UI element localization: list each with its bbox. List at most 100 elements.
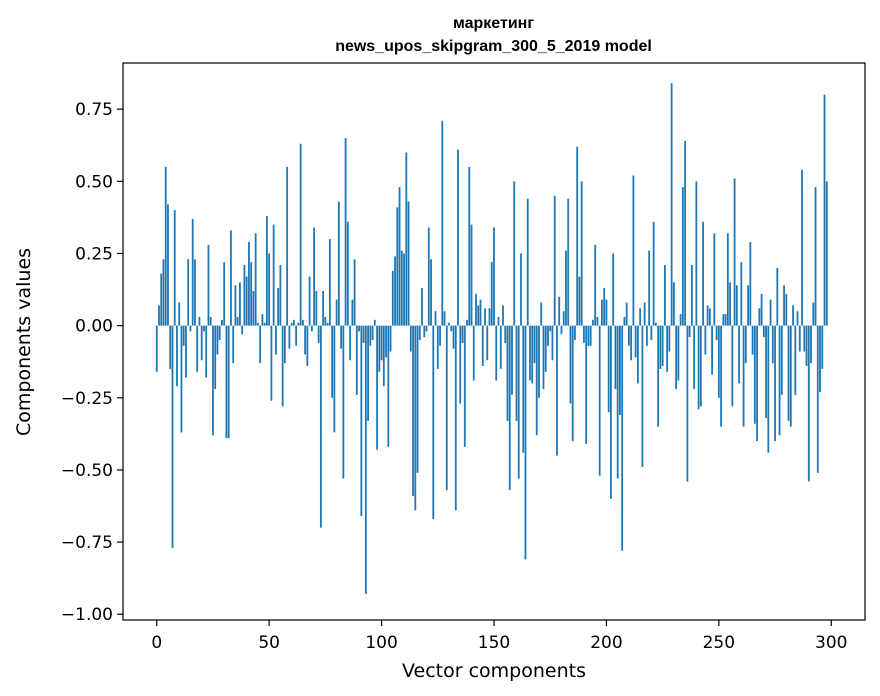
bar-187 [576, 146, 579, 326]
bar-248 [713, 233, 716, 326]
bar-116 [416, 325, 419, 473]
chart-title: маркетинг [453, 15, 534, 32]
bar-96 [371, 325, 374, 341]
bar-287 [801, 169, 803, 326]
bar-148 [488, 308, 491, 326]
x-axis-label: Vector components [402, 660, 586, 682]
bar-258 [735, 285, 738, 326]
x-tick-label: 0 [151, 633, 162, 653]
bar-66 [304, 325, 307, 355]
bar-94 [367, 325, 369, 421]
bar-243 [702, 221, 705, 326]
bar-158 [511, 325, 513, 395]
bar-131 [450, 325, 453, 332]
bar-108 [398, 187, 401, 326]
bar-227 [666, 325, 669, 372]
bar-233 [679, 314, 682, 326]
bar-144 [479, 299, 482, 326]
bar-167 [531, 325, 534, 384]
bar-38 [241, 325, 244, 335]
bar-34 [232, 325, 235, 364]
bar-211 [630, 325, 633, 361]
bar-196 [596, 316, 599, 326]
bar-118 [421, 288, 423, 326]
bar-215 [639, 308, 642, 326]
bar-184 [569, 325, 572, 404]
bar-117 [418, 325, 421, 341]
bar-285 [796, 311, 799, 326]
y-tick-label: 0.25 [75, 244, 113, 264]
bar-28 [218, 325, 221, 341]
y-tick-label: −1.00 [61, 605, 113, 625]
bar-293 [814, 187, 817, 326]
bar-238 [690, 265, 693, 326]
bar-197 [598, 325, 601, 476]
y-tick-label: 0.50 [75, 172, 113, 192]
bar-186 [574, 325, 576, 341]
bar-80 [335, 299, 338, 326]
bar-165 [526, 198, 529, 326]
bar-122 [430, 259, 432, 326]
bar-112 [407, 201, 410, 326]
bar-278 [780, 325, 783, 395]
bar-156 [506, 325, 509, 421]
bar-221 [652, 221, 655, 326]
y-tick-label: 0.00 [75, 317, 113, 337]
bar-179 [558, 296, 561, 326]
bar-240 [695, 181, 698, 326]
bar-49 [266, 215, 268, 326]
bar-169 [535, 325, 538, 436]
bar-81 [337, 201, 340, 326]
bar-139 [468, 166, 471, 326]
bar-206 [619, 325, 621, 416]
bar-235 [684, 140, 687, 326]
bar-190 [583, 325, 585, 343]
bar-160 [515, 325, 518, 421]
chart-subtitle: news_upos_skipgram_300_5_2019 model [335, 38, 652, 55]
bar-224 [659, 325, 662, 369]
bar-191 [585, 325, 588, 444]
bar-213 [634, 325, 637, 358]
bar-42 [250, 262, 253, 326]
bar-291 [810, 325, 812, 364]
bar-289 [805, 325, 808, 367]
bar-195 [594, 244, 597, 326]
bar-209 [625, 302, 628, 326]
bar-88 [353, 259, 356, 326]
bar-280 [785, 293, 788, 326]
bar-219 [648, 250, 651, 326]
bar-261 [742, 325, 745, 427]
bar-48 [263, 322, 266, 326]
bar-151 [495, 325, 498, 381]
bar-198 [601, 299, 603, 326]
bar-222 [654, 322, 657, 326]
bar-168 [533, 325, 536, 364]
bar-242 [699, 325, 702, 407]
bar-39 [243, 265, 246, 326]
bar-107 [396, 207, 399, 326]
bar-127 [441, 120, 444, 326]
bar-199 [603, 288, 606, 326]
bar-229 [670, 83, 673, 326]
bar-223 [657, 325, 660, 427]
bar-133 [454, 325, 457, 511]
y-tick-label: −0.25 [61, 389, 113, 409]
bar-193 [589, 325, 592, 346]
bar-263 [747, 285, 749, 326]
bar-4 [164, 166, 167, 326]
bar-33 [230, 230, 232, 326]
bar-164 [524, 325, 527, 560]
bar-95 [369, 325, 372, 346]
bar-71 [315, 290, 318, 326]
bar-40 [245, 276, 248, 326]
bar-185 [571, 325, 574, 442]
bar-279 [783, 285, 785, 326]
bar-135 [459, 325, 462, 404]
bar-104 [389, 325, 392, 352]
bar-113 [409, 325, 412, 352]
bar-125 [436, 325, 439, 369]
bar-8 [173, 210, 176, 326]
bar-65 [301, 319, 304, 326]
bar-15 [189, 325, 192, 332]
